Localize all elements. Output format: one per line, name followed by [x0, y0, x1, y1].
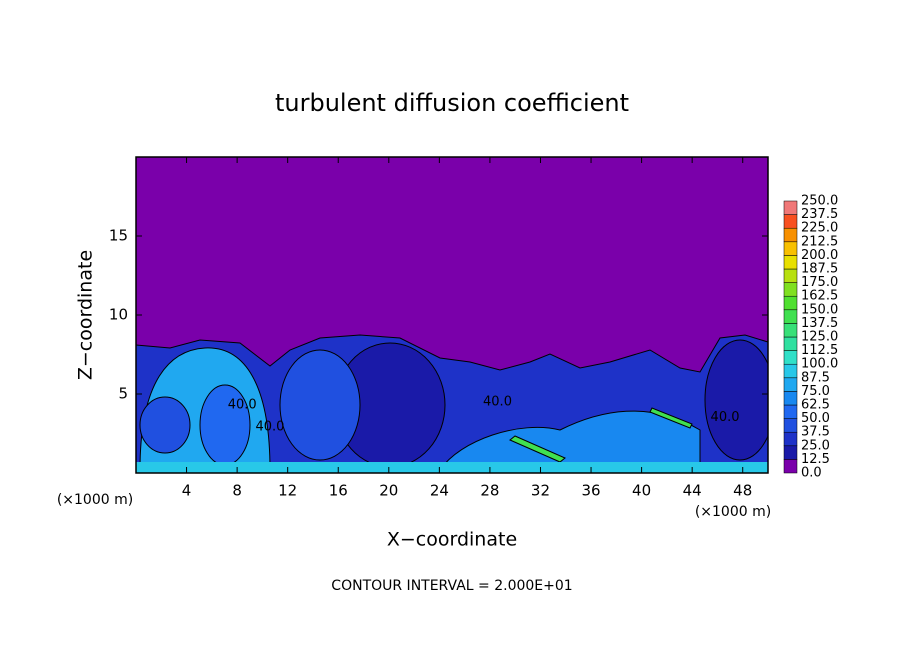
- contour-label: 40.0: [711, 410, 740, 425]
- colorbar-bin: [783, 200, 798, 215]
- colorbar-label: 87.5: [801, 370, 830, 385]
- y-tick-label: 5: [118, 385, 128, 403]
- colorbar-label: 150.0: [801, 302, 838, 317]
- field-streak: [509, 435, 566, 463]
- colorbar-label: 200.0: [801, 248, 838, 263]
- x-tick-label: 48: [733, 482, 752, 500]
- colorbar-label: 225.0: [801, 221, 838, 236]
- note: CONTOUR INTERVAL = 2.000E+01: [331, 578, 572, 594]
- colorbar-bin: [783, 227, 798, 243]
- colorbar-label: 187.5: [801, 262, 838, 277]
- x-tick-label: 12: [278, 482, 297, 500]
- x-tick-label: 44: [683, 482, 702, 500]
- x-tick-label: 16: [329, 482, 348, 500]
- colorbar-bin: [783, 336, 798, 351]
- field-blob: [279, 349, 361, 461]
- colorbar-label: 112.5: [801, 343, 838, 358]
- contour-label: 40.0: [256, 420, 285, 435]
- colorbar-label: 162.5: [801, 289, 838, 304]
- x-tick-label: 36: [581, 482, 600, 500]
- colorbar-bin: [783, 459, 798, 474]
- x-tick-label: 8: [232, 482, 242, 500]
- colorbar-bin: [783, 391, 798, 406]
- colorbar-bin: [783, 255, 798, 270]
- x-tick-label: 24: [430, 482, 449, 500]
- colorbar-label: 50.0: [801, 411, 830, 426]
- colorbar-bin: [783, 404, 798, 419]
- x-unit-label: (×1000 m): [695, 504, 771, 520]
- field-streak: [649, 407, 693, 429]
- x-tick-label: 20: [379, 482, 398, 500]
- colorbar-bin: [783, 418, 798, 433]
- field-blob: [139, 396, 191, 454]
- colorbar-bin: [783, 323, 798, 338]
- colorbar-label: 237.5: [801, 207, 838, 222]
- colorbar-bin: [783, 295, 798, 311]
- x-tick-label: 32: [531, 482, 550, 500]
- colorbar-label: 250.0: [801, 194, 838, 209]
- y-tick-label: 15: [109, 227, 128, 245]
- chart-title: turbulent diffusion coefficient: [275, 89, 629, 117]
- colorbar-bin: [783, 377, 798, 392]
- y-axis-label: Z−coordinate: [75, 250, 97, 380]
- colorbar-label: 212.5: [801, 234, 838, 249]
- colorbar-label: 75.0: [801, 384, 830, 399]
- y-tick-label: 10: [109, 306, 128, 324]
- colorbar-bin: [783, 363, 798, 379]
- x-tick-label: 40: [632, 482, 651, 500]
- colorbar-bin: [783, 350, 798, 365]
- colorbar-label: 0.0: [801, 466, 822, 481]
- colorbar-bin: [783, 214, 798, 229]
- contour-label: 40.0: [228, 398, 257, 413]
- colorbar-bin: [783, 268, 798, 283]
- colorbar-label: 100.0: [801, 357, 838, 372]
- field-surface: [136, 462, 768, 473]
- colorbar-label: 62.5: [801, 398, 830, 413]
- colorbar-bin: [783, 445, 798, 460]
- field: [136, 157, 768, 473]
- colorbar-bin: [783, 309, 798, 324]
- colorbar-bin: [783, 431, 798, 447]
- colorbar-label: 12.5: [801, 452, 830, 467]
- colorbar-label: 37.5: [801, 425, 830, 440]
- x-unit-label: (×1000 m): [57, 492, 133, 508]
- colorbar-label: 25.0: [801, 438, 830, 453]
- x-axis-label: X−coordinate: [387, 529, 517, 551]
- x-tick-label: 28: [480, 482, 499, 500]
- colorbar-label: 125.0: [801, 330, 838, 345]
- field-blob: [704, 339, 768, 461]
- contour-label: 40.0: [483, 394, 512, 409]
- colorbar-label: 175.0: [801, 275, 838, 290]
- colorbar-bin: [783, 241, 798, 256]
- colorbar-label: 137.5: [801, 316, 838, 331]
- colorbar-bin: [783, 282, 798, 297]
- x-tick-label: 4: [182, 482, 192, 500]
